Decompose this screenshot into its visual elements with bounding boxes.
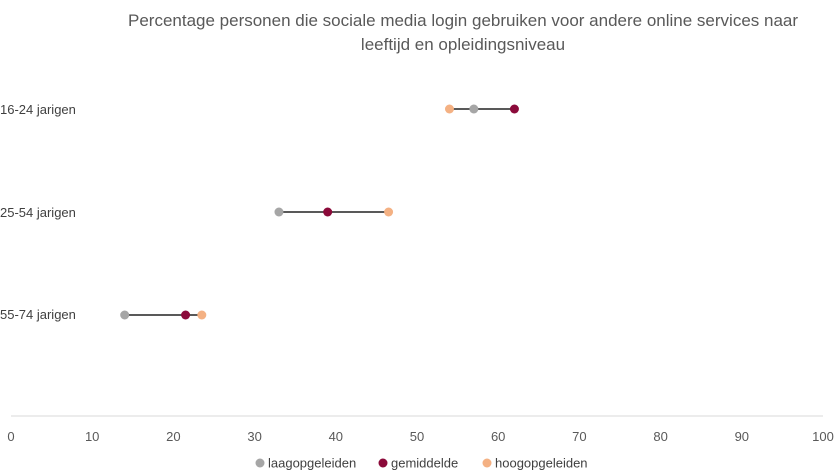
x-tick-label-80: 80 <box>653 429 667 444</box>
point-hoogopgeleiden-row-1 <box>444 104 454 114</box>
x-tick-label-0: 0 <box>7 429 14 444</box>
point-hoogopgeleiden-row-2 <box>384 207 394 217</box>
point-gemiddelde-row-2 <box>323 207 333 217</box>
category-label-25-54: 25-54 jarigen <box>0 205 76 220</box>
chart-title-line-2: leeftijd en opleidingsniveau <box>361 35 565 54</box>
legend-marker-laagopgeleiden <box>255 458 265 468</box>
legend-label-hoogopgeleiden: hoogopgeleiden <box>495 456 588 471</box>
connector-lines <box>124 108 515 316</box>
data-points <box>120 104 519 320</box>
x-tick-label-100: 100 <box>812 429 834 444</box>
x-tick-label-20: 20 <box>166 429 180 444</box>
x-tick-label-10: 10 <box>85 429 99 444</box>
chart-title-line-1: Percentage personen die sociale media lo… <box>128 11 798 30</box>
legend-marker-gemiddelde <box>378 458 388 468</box>
category-label-16-24: 16-24 jarigen <box>0 102 76 117</box>
legend-label-gemiddelde: gemiddelde <box>391 456 458 471</box>
category-label-55-74: 55-74 jarigen <box>0 307 76 322</box>
x-axis-ticks: 0 10 20 30 40 50 60 70 80 90 100 <box>7 429 833 444</box>
point-gemiddelde-row-1 <box>509 104 519 114</box>
legend-label-laagopgeleiden: laagopgeleiden <box>268 456 356 471</box>
x-tick-label-50: 50 <box>410 429 424 444</box>
point-laagopgeleiden-row-1 <box>469 104 479 114</box>
x-tick-label-60: 60 <box>491 429 505 444</box>
point-gemiddelde-row-3 <box>181 310 191 320</box>
legend-marker-hoogopgeleiden <box>482 458 492 468</box>
x-tick-label-70: 70 <box>572 429 586 444</box>
x-tick-label-40: 40 <box>329 429 343 444</box>
point-hoogopgeleiden-row-3 <box>197 310 207 320</box>
legend: laagopgeleiden gemiddelde hoogopgeleiden <box>255 456 588 471</box>
x-tick-label-30: 30 <box>247 429 261 444</box>
x-tick-label-90: 90 <box>735 429 749 444</box>
point-laagopgeleiden-row-3 <box>120 310 130 320</box>
point-laagopgeleiden-row-2 <box>274 207 284 217</box>
